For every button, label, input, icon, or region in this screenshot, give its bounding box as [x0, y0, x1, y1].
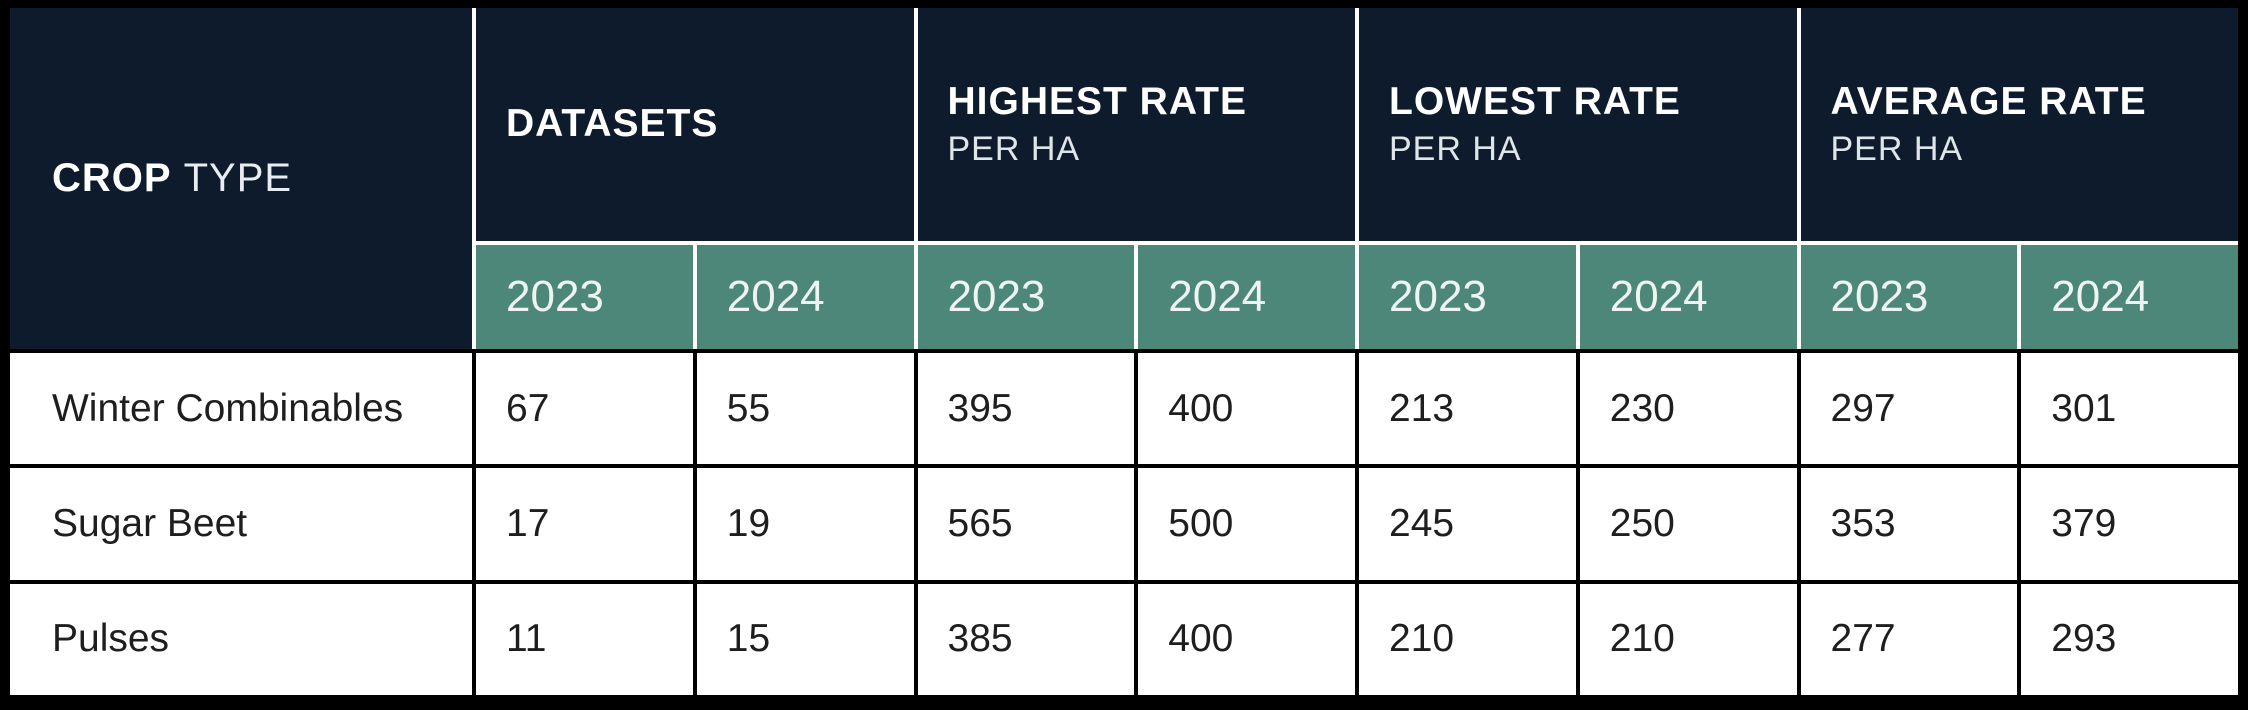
value-cell: 400	[1138, 353, 1355, 465]
group-subtitle: PER HA	[947, 129, 1081, 168]
year-header: 2023	[1800, 245, 2018, 349]
crop-type-header-cell: CROP TYPE	[10, 8, 472, 349]
value-cell: 230	[1579, 353, 1797, 465]
value-cell: 55	[696, 353, 914, 465]
value-cell: 277	[1800, 583, 2018, 695]
group-header-datasets: DATASETS	[476, 8, 914, 241]
value-cell: 19	[696, 468, 914, 580]
crop-name-cell: Pulses	[10, 583, 472, 695]
group-title: AVERAGE RATE	[1830, 80, 2147, 124]
value-cell: 293	[2021, 583, 2238, 695]
value-cell: 500	[1138, 468, 1355, 580]
year-header: 2024	[696, 245, 914, 349]
group-header-average-rate: AVERAGE RATE PER HA	[1800, 8, 2238, 241]
value-cell: 353	[1800, 468, 2018, 580]
year-header: 2024	[1138, 245, 1355, 349]
value-cell: 210	[1579, 583, 1797, 695]
value-cell: 395	[917, 353, 1135, 465]
group-subtitle: PER HA	[1830, 129, 1964, 168]
value-cell: 17	[476, 468, 693, 580]
group-header-lowest-rate: LOWEST RATE PER HA	[1359, 8, 1797, 241]
value-cell: 15	[696, 583, 914, 695]
value-cell: 385	[917, 583, 1135, 695]
value-cell: 11	[476, 583, 693, 695]
value-cell: 400	[1138, 583, 1355, 695]
year-header: 2023	[1359, 245, 1576, 349]
group-title: DATASETS	[506, 102, 719, 146]
group-title: HIGHEST RATE	[947, 80, 1247, 124]
group-header-highest-rate: HIGHEST RATE PER HA	[917, 8, 1355, 241]
table-body: Winter Combinables 67 55 395 400 213 230…	[10, 353, 2238, 695]
value-cell: 245	[1359, 468, 1576, 580]
group-title: LOWEST RATE	[1389, 80, 1681, 124]
group-subtitle: PER HA	[1389, 129, 1522, 168]
value-cell: 250	[1579, 468, 1797, 580]
crop-type-label-regular: TYPE	[183, 156, 293, 200]
value-cell: 213	[1359, 353, 1576, 465]
value-cell: 67	[476, 353, 693, 465]
crop-name-cell: Sugar Beet	[10, 468, 472, 580]
year-header: 2023	[917, 245, 1135, 349]
crop-type-label-bold: CROP	[52, 156, 172, 200]
value-cell: 565	[917, 468, 1135, 580]
crop-name-cell: Winter Combinables	[10, 353, 472, 465]
value-cell: 210	[1359, 583, 1576, 695]
year-header: 2023	[476, 245, 693, 349]
value-cell: 297	[1800, 353, 2018, 465]
year-header: 2024	[1579, 245, 1797, 349]
value-cell: 301	[2021, 353, 2238, 465]
value-cell: 379	[2021, 468, 2238, 580]
year-header: 2024	[2021, 245, 2238, 349]
table-header: CROP TYPE DATASETS HIGHEST RATE PER HA L…	[10, 8, 2238, 349]
